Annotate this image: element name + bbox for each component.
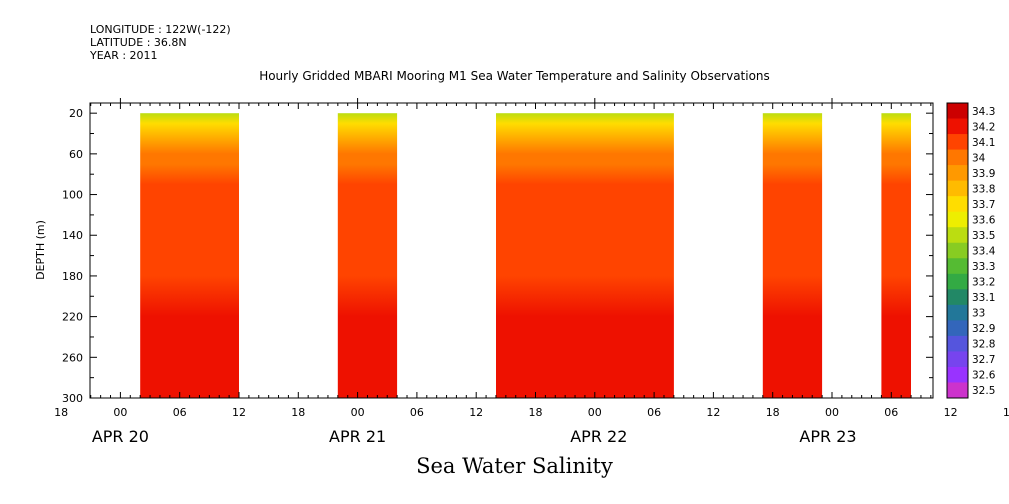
colorbar-swatch	[947, 304, 968, 321]
salinity-segment	[881, 113, 911, 398]
salinity-segment	[140, 113, 239, 398]
colorbar-swatch	[947, 165, 968, 182]
colorbar-label: 34.2	[972, 121, 995, 133]
colorbar-swatch	[947, 273, 968, 290]
y-tick-label: 220	[62, 311, 83, 324]
colorbar-swatch	[947, 134, 968, 151]
plot-data-layer	[140, 113, 911, 398]
x-day-label: APR 20	[92, 427, 149, 446]
x-tick-label: 06	[173, 406, 187, 419]
colorbar-swatch	[947, 149, 968, 166]
colorbar-swatch	[947, 289, 968, 306]
colorbar-label: 32.5	[972, 385, 995, 397]
colorbar: 34.3 34.2 34.1 34 33.9 33.8 33.7 33.6 33.5 33.4 33…	[946, 102, 996, 399]
x-tick-label: 12	[469, 406, 483, 419]
colorbar-swatch	[947, 351, 968, 368]
plot-frame	[89, 102, 934, 399]
x-tick-label: 06	[647, 406, 661, 419]
x-tick-label: 06	[884, 406, 898, 419]
colorbar-swatch	[947, 118, 968, 135]
colorbar-label: 33.3	[972, 261, 995, 273]
colorbar-label: 34	[972, 152, 986, 164]
x-tick-label: 12	[232, 406, 246, 419]
colorbar-swatch	[947, 211, 968, 228]
colorbar-label: 33.5	[972, 230, 995, 242]
colorbar-label: 33.7	[972, 199, 995, 211]
y-tick-label: 140	[62, 229, 83, 242]
y-tick-label: 100	[62, 189, 83, 202]
colorbar-frame	[946, 102, 969, 399]
y-tick-label: 300	[62, 392, 83, 405]
x-tick-label: 00	[588, 406, 602, 419]
salinity-segment	[337, 113, 398, 398]
colorbar-label: 34.3	[972, 106, 995, 118]
x-tick-label: 06	[410, 406, 424, 419]
salinity-segment	[496, 113, 674, 398]
colorbar-label: 32.7	[972, 354, 995, 366]
salinity-segment	[762, 113, 823, 398]
colorbar-label: 32.8	[972, 339, 995, 351]
x-day-label: APR 23	[799, 427, 856, 446]
colorbar-label: 33.9	[972, 168, 995, 180]
colorbar-label: 33.4	[972, 246, 996, 258]
axes-layer: 1800061218000612180006121800061218000612…	[54, 98, 1009, 446]
colorbar-label: 33	[972, 308, 985, 320]
colorbar-swatch	[947, 180, 968, 197]
colorbar-swatch	[947, 335, 968, 352]
latitude-label: LATITUDE : 36.8N	[90, 36, 187, 49]
x-tick-label: 18	[291, 406, 305, 419]
y-tick-label: 20	[69, 107, 83, 120]
chart-title: Hourly Gridded MBARI Mooring M1 Sea Wate…	[259, 69, 770, 83]
colorbar-swatch	[947, 242, 968, 259]
longitude-label: LONGITUDE : 122W(-122)	[90, 23, 231, 36]
x-tick-label: 00	[825, 406, 839, 419]
x-tick-label: 18	[529, 406, 543, 419]
x-tick-label: 18	[766, 406, 780, 419]
x-tick-label: 18	[1003, 406, 1009, 419]
colorbar-label: 32.6	[972, 370, 996, 382]
x-tick-label: 00	[113, 406, 127, 419]
y-tick-label: 180	[62, 270, 83, 283]
x-day-label: APR 22	[570, 427, 627, 446]
colorbar-label: 33.8	[972, 183, 995, 195]
colorbar-swatch	[947, 258, 968, 275]
y-tick-label: 260	[62, 351, 83, 364]
colorbar-label: 32.9	[972, 323, 995, 335]
x-tick-label: 00	[351, 406, 365, 419]
variable-title: Sea Water Salinity	[416, 454, 613, 478]
colorbar-swatch	[947, 320, 968, 337]
y-tick-label: 60	[69, 148, 83, 161]
x-tick-label: 12	[706, 406, 720, 419]
x-tick-label: 18	[54, 406, 68, 419]
colorbar-label: 34.1	[972, 137, 995, 149]
year-label: YEAR : 2011	[90, 49, 158, 62]
colorbar-swatch	[947, 227, 968, 244]
colorbar-swatch	[947, 196, 968, 213]
y-axis-label: DEPTH (m)	[34, 220, 47, 280]
x-tick-label: 12	[944, 406, 958, 419]
colorbar-swatch	[947, 382, 968, 399]
x-day-label: APR 21	[329, 427, 386, 446]
colorbar-swatch	[947, 366, 968, 383]
colorbar-label: 33.1	[972, 292, 995, 304]
colorbar-label: 33.2	[972, 277, 995, 289]
colorbar-label: 33.6	[972, 214, 996, 226]
colorbar-swatch	[947, 103, 968, 120]
